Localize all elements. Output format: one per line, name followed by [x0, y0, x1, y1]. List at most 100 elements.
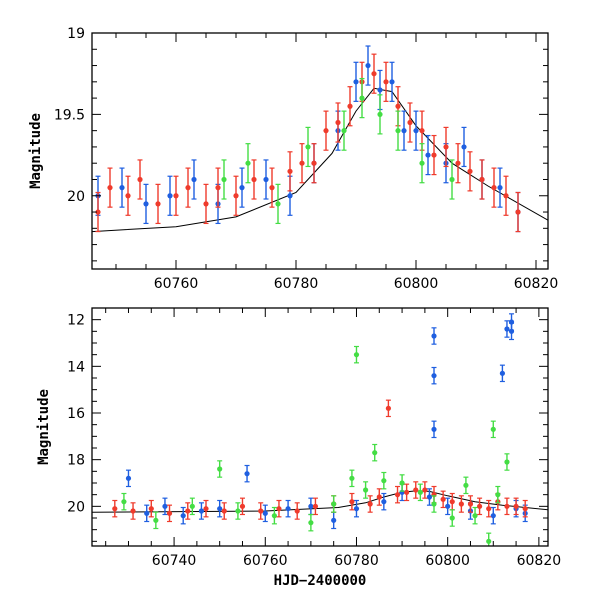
data-point: [504, 326, 510, 332]
data-point: [112, 506, 118, 512]
bottom-series-green: [121, 345, 510, 546]
data-point: [263, 176, 269, 183]
x-tick-label: 60780: [274, 276, 319, 292]
data-point: [308, 520, 314, 526]
data-point: [173, 193, 179, 199]
data-point: [121, 499, 127, 505]
data-point: [504, 459, 510, 465]
data-point: [385, 405, 391, 411]
data-point: [490, 426, 496, 432]
data-point: [276, 506, 282, 512]
data-point: [486, 506, 492, 512]
data-point: [413, 128, 419, 134]
data-point: [221, 508, 227, 514]
data-point: [381, 478, 387, 484]
data-point: [365, 62, 371, 69]
data-point: [125, 475, 132, 481]
x-tick-label: 60740: [152, 553, 197, 569]
data-point: [262, 510, 268, 516]
data-point: [467, 168, 473, 174]
data-point: [363, 487, 369, 493]
data-point: [401, 128, 407, 134]
data-point: [395, 128, 401, 134]
data-point: [153, 517, 159, 523]
data-point: [495, 492, 501, 498]
data-point: [180, 513, 186, 519]
data-point: [167, 193, 173, 199]
data-point: [294, 508, 300, 514]
data-point: [455, 160, 461, 166]
data-point: [472, 513, 478, 519]
y-tick-label: 12: [67, 313, 85, 329]
data-point: [308, 503, 314, 509]
data-point: [95, 209, 101, 215]
data-point: [305, 144, 311, 150]
data-point: [395, 103, 401, 109]
data-point: [443, 144, 449, 150]
top-series-red: [95, 53, 521, 233]
data-point: [497, 185, 503, 191]
data-point: [258, 508, 264, 514]
data-point: [269, 185, 275, 191]
data-point: [287, 193, 293, 199]
data-point: [377, 87, 383, 93]
data-point: [244, 471, 250, 477]
data-point: [467, 501, 474, 507]
data-point: [203, 506, 209, 512]
data-point: [125, 193, 131, 199]
data-point: [477, 503, 483, 509]
data-point: [217, 506, 223, 512]
data-point: [407, 119, 413, 126]
bottom-axis-ticks: 60740 60760 60780 60800 60820 12 14 16 18 20: [67, 307, 561, 569]
bottom-y-axis-label: Magnitude: [36, 389, 52, 465]
data-point: [425, 152, 431, 158]
y-tick-label: 20: [67, 499, 85, 515]
data-point: [349, 475, 355, 481]
bottom-light-curve-panel: 60740 60760 60780 60800 60820 12 14 16 18 20 Magn…: [36, 307, 561, 589]
data-point: [383, 79, 389, 85]
data-point: [312, 503, 319, 509]
data-point: [491, 185, 497, 191]
data-point: [347, 103, 353, 109]
x-tick-label: 60760: [154, 276, 199, 292]
data-point: [440, 496, 446, 502]
data-point: [299, 160, 305, 166]
data-point: [394, 492, 401, 498]
data-point: [389, 79, 395, 85]
data-point: [245, 160, 251, 166]
x-tick-label: 60820: [514, 276, 559, 292]
data-point: [431, 373, 437, 379]
data-point: [251, 176, 257, 183]
data-point: [144, 510, 150, 516]
data-point: [311, 160, 317, 166]
top-light-curve-panel: 60760 60780 60800 60820 19 19.5 20 Magnitude: [28, 26, 558, 292]
top-plot-area: [92, 45, 548, 233]
data-point: [445, 503, 451, 509]
data-point: [185, 185, 191, 191]
data-point: [341, 128, 347, 134]
data-point: [372, 450, 378, 456]
x-tick-label: 60800: [425, 553, 470, 569]
data-point: [490, 513, 496, 519]
data-point: [353, 79, 359, 85]
data-point: [198, 508, 205, 514]
y-tick-label: 20: [67, 189, 85, 205]
y-tick-label: 19.5: [54, 107, 85, 123]
data-point: [431, 152, 437, 158]
data-point: [217, 466, 223, 472]
data-point: [235, 508, 241, 514]
data-point: [486, 538, 492, 544]
data-point: [376, 494, 382, 500]
data-point: [504, 503, 510, 509]
data-point: [419, 128, 425, 134]
data-point: [404, 489, 410, 495]
data-point: [513, 503, 519, 509]
data-point: [162, 503, 168, 509]
x-tick-label: 60800: [394, 276, 439, 292]
data-point: [203, 201, 209, 207]
data-point: [107, 185, 113, 191]
top-series-green: [221, 77, 455, 225]
top-y-axis-label: Magnitude: [28, 113, 44, 189]
bottom-axes-frame: [91, 307, 549, 547]
data-point: [449, 499, 455, 505]
